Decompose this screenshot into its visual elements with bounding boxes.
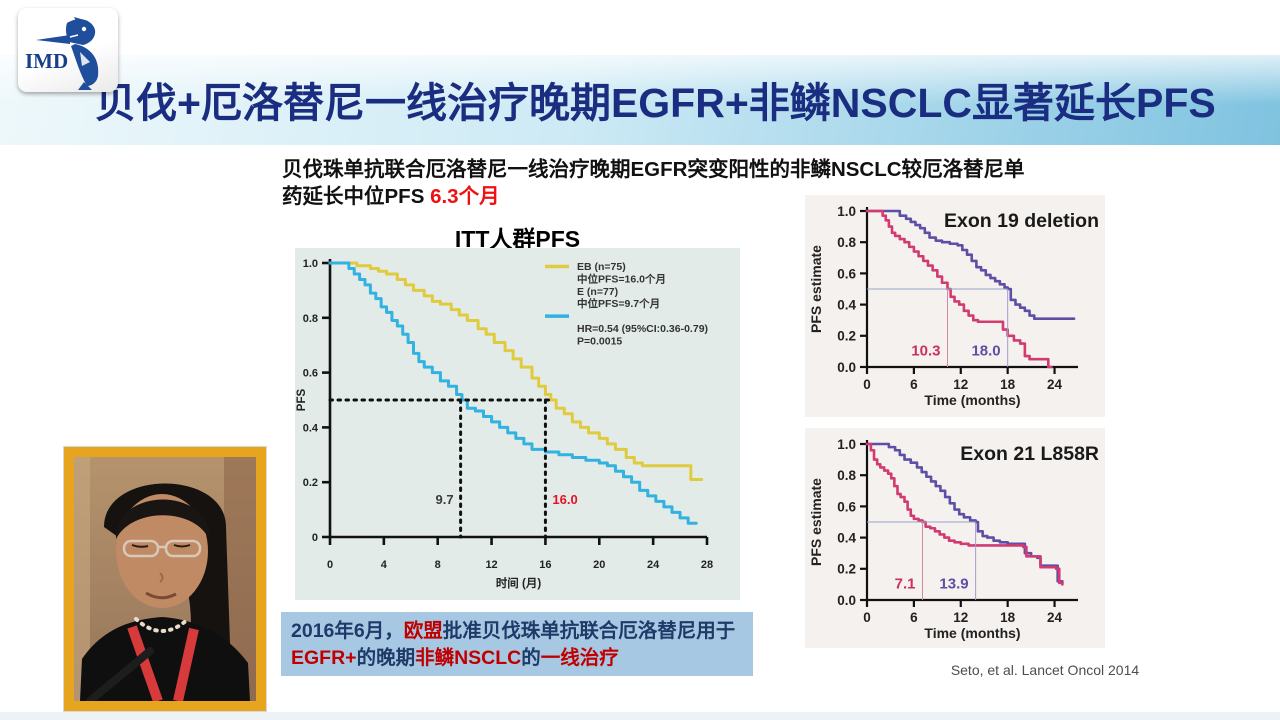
svg-text:0.4: 0.4	[303, 422, 319, 434]
svg-text:6: 6	[910, 610, 918, 625]
imd-logo: IMD	[18, 8, 118, 92]
svg-text:时间 (月): 时间 (月)	[496, 576, 542, 590]
svg-text:0.6: 0.6	[837, 266, 856, 281]
svg-text:E (n=77): E (n=77)	[577, 286, 618, 298]
slide-title: 贝伐+厄洛替尼一线治疗晚期EGFR+非鳞NSCLC显著延长PFS	[95, 80, 1216, 126]
svg-text:1.0: 1.0	[837, 204, 856, 219]
svg-text:0.2: 0.2	[837, 562, 856, 577]
svg-text:12: 12	[953, 610, 968, 625]
svg-text:12: 12	[953, 377, 968, 392]
itt-pfs-chart: 0 4 8 12 16 20 24 28 0 0.2 0.4 0.6 0.8 1.0 时间 (月) PFS 9.…	[295, 248, 740, 600]
svg-text:24: 24	[1047, 610, 1063, 625]
svg-text:24: 24	[647, 559, 660, 571]
svg-text:13.9: 13.9	[939, 575, 968, 592]
svg-text:0.4: 0.4	[837, 530, 856, 545]
itt-chart-title: ITT人群PFS	[454, 226, 581, 252]
exon21-chart-svg: 0 6 12 18 24 0.0 0.2 0.4 0.6 0.8 1.0 Time (months) P…	[808, 437, 1099, 641]
itt-pfs-chart-svg: 0 4 8 12 16 20 24 28 0 0.2 0.4 0.6 0.8 1.0 时间 (月) PFS 9.…	[296, 258, 713, 590]
svg-text:0.8: 0.8	[837, 468, 856, 483]
svg-text:PFS estimate: PFS estimate	[808, 478, 824, 566]
svg-text:10.3: 10.3	[911, 342, 940, 359]
svg-text:0: 0	[327, 559, 333, 571]
approval-note: 2016年6月，欧盟批准贝伐珠单抗联合厄洛替尼用于 EGFR+的晚期非鳞NSCLC…	[281, 612, 753, 676]
callout-segment: 2016年6月，	[291, 620, 404, 642]
exon19-deletion-chart: 0 6 12 18 24 0.0 0.2 0.4 0.6 0.8 1.0 Time (months) P…	[805, 195, 1105, 417]
svg-text:EB (n=75): EB (n=75)	[577, 261, 626, 273]
svg-text:16.0: 16.0	[552, 492, 577, 507]
callout-line: EGFR+的晚期非鳞NSCLC的一线治疗	[291, 645, 743, 672]
svg-text:18.0: 18.0	[971, 342, 1000, 359]
callout-segment: EGFR+	[291, 647, 357, 669]
callout-segment: 的晚期	[356, 647, 416, 669]
callout-line: 2016年6月，欧盟批准贝伐珠单抗联合厄洛替尼用于	[291, 618, 743, 645]
svg-text:中位PFS=9.7个月: 中位PFS=9.7个月	[577, 297, 660, 310]
svg-text:PFS: PFS	[296, 388, 308, 411]
citation: Seto, et al. Lancet Oncol 2014	[950, 662, 1140, 678]
svg-text:Exon 21 L858R: Exon 21 L858R	[960, 443, 1099, 465]
svg-text:6: 6	[910, 377, 918, 392]
svg-text:Time (months): Time (months)	[924, 625, 1020, 641]
svg-text:8: 8	[435, 559, 441, 571]
svg-text:0: 0	[863, 610, 871, 625]
presenter-video-thumbnail	[64, 447, 266, 711]
subtitle-text: 贝伐珠单抗联合厄洛替尼一线治疗晚期EGFR突变阳性的非鳞NSCLC较厄洛替尼单药…	[282, 158, 1025, 209]
callout-segment: 欧盟	[403, 620, 443, 642]
svg-text:中位PFS=16.0个月: 中位PFS=16.0个月	[577, 272, 666, 285]
svg-text:HR=0.54 (95%CI:0.36-0.79): HR=0.54 (95%CI:0.36-0.79)	[577, 323, 708, 335]
title-bar: 贝伐+厄洛替尼一线治疗晚期EGFR+非鳞NSCLC显著延长PFS	[0, 55, 1280, 145]
svg-text:0: 0	[863, 377, 871, 392]
logo-text: IMD	[25, 49, 68, 73]
svg-text:0.0: 0.0	[837, 593, 856, 608]
exon21-l858r-chart: 0 6 12 18 24 0.0 0.2 0.4 0.6 0.8 1.0 Time (months) P…	[805, 428, 1105, 648]
svg-text:28: 28	[701, 559, 713, 571]
svg-text:1.0: 1.0	[303, 258, 318, 270]
svg-text:PFS estimate: PFS estimate	[808, 245, 824, 333]
svg-text:0.0: 0.0	[837, 360, 856, 375]
svg-text:4: 4	[381, 559, 388, 571]
exon19-chart-svg: 0 6 12 18 24 0.0 0.2 0.4 0.6 0.8 1.0 Time (months) P…	[808, 204, 1099, 408]
svg-text:0.6: 0.6	[837, 499, 856, 514]
subtitle-highlight: 6.3个月	[430, 185, 500, 209]
svg-text:1.0: 1.0	[837, 437, 856, 452]
svg-text:0.4: 0.4	[837, 297, 856, 312]
svg-text:18: 18	[1000, 377, 1016, 392]
callout-segment: 一线治疗	[540, 647, 619, 669]
svg-text:0.6: 0.6	[303, 368, 318, 380]
subtitle: 贝伐珠单抗联合厄洛替尼一线治疗晚期EGFR突变阳性的非鳞NSCLC较厄洛替尼单药…	[282, 156, 1042, 211]
svg-text:16: 16	[539, 559, 551, 571]
svg-text:18: 18	[1000, 610, 1016, 625]
svg-text:7.1: 7.1	[895, 575, 916, 592]
kingfisher-logo-icon: IMD	[25, 17, 99, 90]
svg-text:0.8: 0.8	[837, 235, 856, 250]
svg-text:0.8: 0.8	[303, 313, 318, 325]
callout-segment: 批准贝伐珠单抗联合厄洛替尼用于	[442, 620, 736, 642]
callout-segment: 的	[521, 647, 541, 669]
svg-text:Time (months): Time (months)	[924, 392, 1020, 408]
svg-text:0.2: 0.2	[837, 329, 856, 344]
svg-text:0: 0	[312, 532, 318, 544]
svg-text:0.2: 0.2	[303, 477, 318, 489]
callout-segment: 非鳞NSCLC	[415, 647, 522, 669]
svg-text:9.7: 9.7	[436, 492, 454, 507]
svg-text:P=0.0015: P=0.0015	[577, 335, 622, 347]
bottom-strip	[0, 712, 1280, 720]
svg-text:24: 24	[1047, 377, 1063, 392]
svg-text:20: 20	[593, 559, 605, 571]
presenter-illustration	[74, 457, 256, 701]
svg-text:12: 12	[485, 559, 497, 571]
svg-text:Exon 19 deletion: Exon 19 deletion	[944, 210, 1099, 232]
